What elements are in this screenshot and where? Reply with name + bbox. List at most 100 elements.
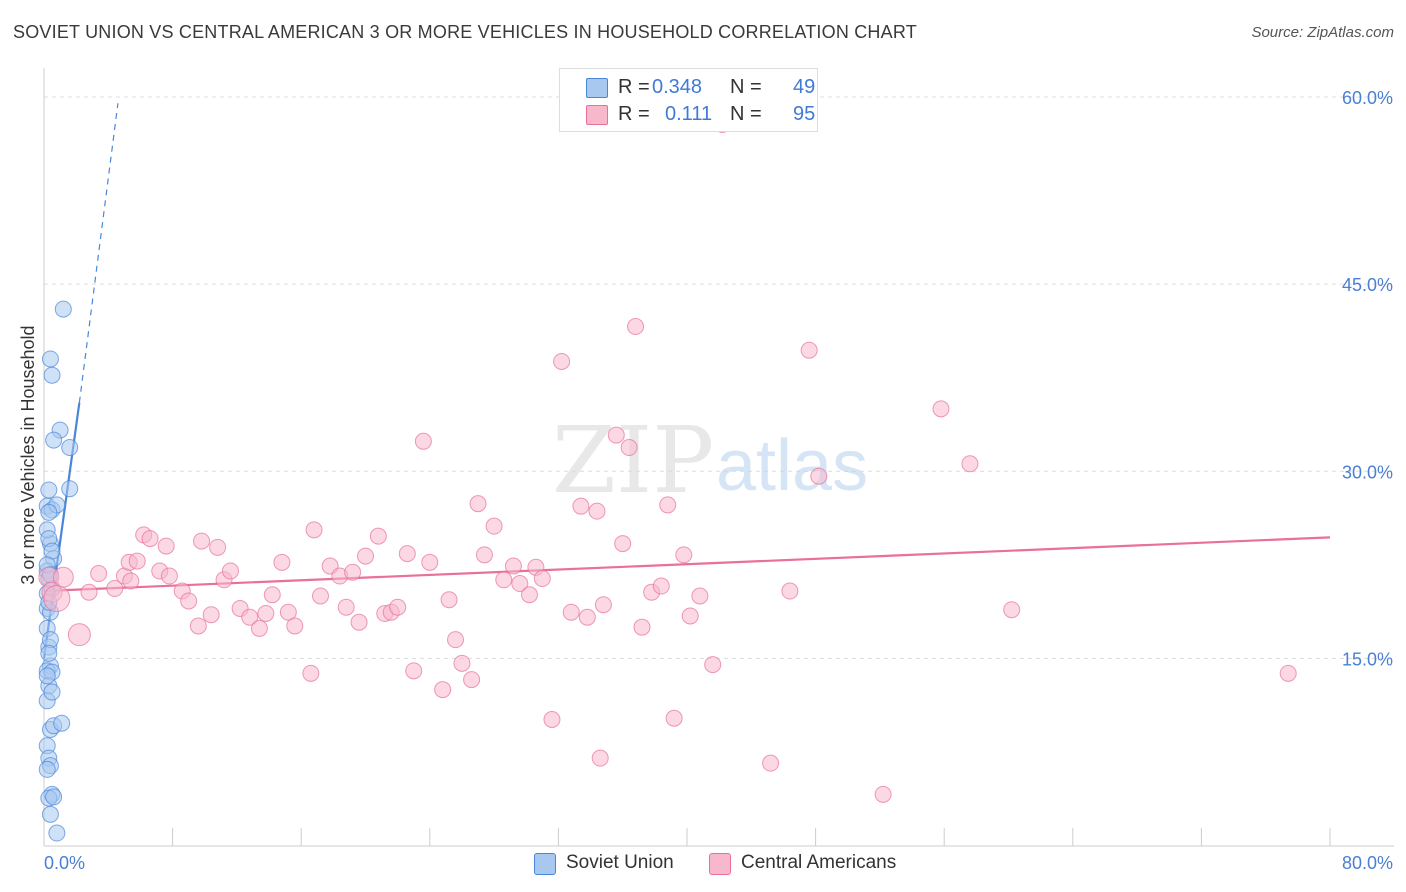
x-tick-label: 0.0% (44, 853, 85, 873)
data-point (607, 426, 625, 444)
data-point (434, 681, 452, 699)
data-point (1003, 601, 1021, 619)
data-point (398, 545, 416, 563)
data-point (588, 502, 606, 520)
data-point (594, 596, 612, 614)
data-point (305, 521, 323, 539)
data-point (141, 530, 159, 548)
data-point (209, 538, 227, 556)
data-point (160, 567, 178, 585)
data-point (41, 805, 59, 823)
data-point (263, 586, 281, 604)
data-point (447, 631, 465, 649)
data-point (80, 583, 98, 601)
data-point (344, 563, 362, 581)
legend-r-value: 0.348 (652, 76, 703, 98)
data-point (43, 683, 61, 701)
data-point (202, 606, 220, 624)
data-point (286, 617, 304, 635)
data-point (1279, 664, 1297, 682)
data-point (620, 439, 638, 457)
data-point (257, 604, 275, 622)
data-point (40, 503, 58, 521)
legend-r-label: R = (618, 76, 650, 98)
legend-n-value: 49 (793, 76, 816, 98)
trend-line (43, 536, 1331, 593)
data-point (504, 557, 522, 575)
data-point (389, 598, 407, 616)
data-point (475, 546, 493, 564)
data-point (932, 400, 950, 418)
data-point (279, 603, 297, 621)
data-point (800, 341, 818, 359)
data-point (52, 566, 74, 588)
data-point (61, 439, 79, 457)
data-point (627, 318, 645, 336)
data-point (43, 366, 61, 384)
data-point (691, 587, 709, 605)
data-point (180, 592, 198, 610)
chart-title: SOVIET UNION VS CENTRAL AMERICAN 3 OR MO… (13, 22, 917, 42)
data-point (762, 754, 780, 772)
data-point (511, 575, 529, 593)
data-point (440, 591, 458, 609)
y-tick-label: 60.0% (1342, 88, 1393, 108)
data-point (43, 584, 71, 612)
correlation-legend: R = 0.348 N = 49 R = 0.111 N = 95 (559, 68, 818, 132)
data-point (250, 619, 268, 637)
y-tick-label: 30.0% (1342, 462, 1393, 482)
data-point (533, 570, 551, 588)
legend-n-value: 95 (793, 103, 816, 125)
y-axis-label: 3 or more Vehicles in Household (18, 325, 38, 584)
data-point (874, 785, 892, 803)
data-point (48, 824, 66, 842)
data-point (45, 788, 63, 806)
series-central-americans (38, 115, 1297, 803)
grid-lines (44, 96, 1394, 659)
bottom-legend-swatch-central-americans (709, 853, 731, 875)
data-point (128, 552, 146, 570)
data-point (961, 455, 979, 473)
data-point (453, 654, 471, 672)
data-point (495, 571, 513, 589)
data-point (665, 709, 683, 727)
data-point (273, 553, 291, 571)
data-point (241, 608, 259, 626)
data-point (405, 662, 423, 680)
data-point (157, 537, 175, 555)
bottom-legend-label: Central Americans (741, 852, 897, 873)
data-point (543, 711, 561, 729)
data-point (350, 613, 368, 631)
watermark-atlas: atlas (716, 426, 868, 506)
data-point (54, 300, 72, 318)
data-point (463, 671, 481, 689)
data-point (681, 607, 699, 625)
data-point (302, 664, 320, 682)
data-point (421, 553, 439, 571)
data-point (61, 480, 79, 498)
legend-n-label: N = (730, 76, 762, 98)
y-tick-label: 45.0% (1342, 275, 1393, 295)
trend-line-extension (78, 103, 119, 403)
legend-swatch-soviet-union (586, 78, 608, 98)
data-point (40, 644, 58, 662)
data-point (675, 546, 693, 564)
tick-labels: 60.0% 45.0% 30.0% 15.0% 0.0% 80.0% (44, 88, 1393, 873)
data-point (810, 467, 828, 485)
data-point (337, 598, 355, 616)
data-point (40, 481, 58, 499)
data-point (553, 352, 571, 370)
data-point (193, 532, 211, 550)
data-point (578, 608, 596, 626)
legend-n-label: N = (730, 103, 762, 125)
data-point (652, 577, 670, 595)
data-point (659, 496, 677, 514)
source-label: Source: ZipAtlas.com (1251, 24, 1394, 41)
data-point (38, 667, 56, 685)
legend-swatch-central-americans (586, 105, 608, 125)
data-point (469, 495, 487, 513)
data-point (520, 586, 538, 604)
data-point (41, 350, 59, 368)
x-tick-label: 80.0% (1342, 853, 1393, 873)
